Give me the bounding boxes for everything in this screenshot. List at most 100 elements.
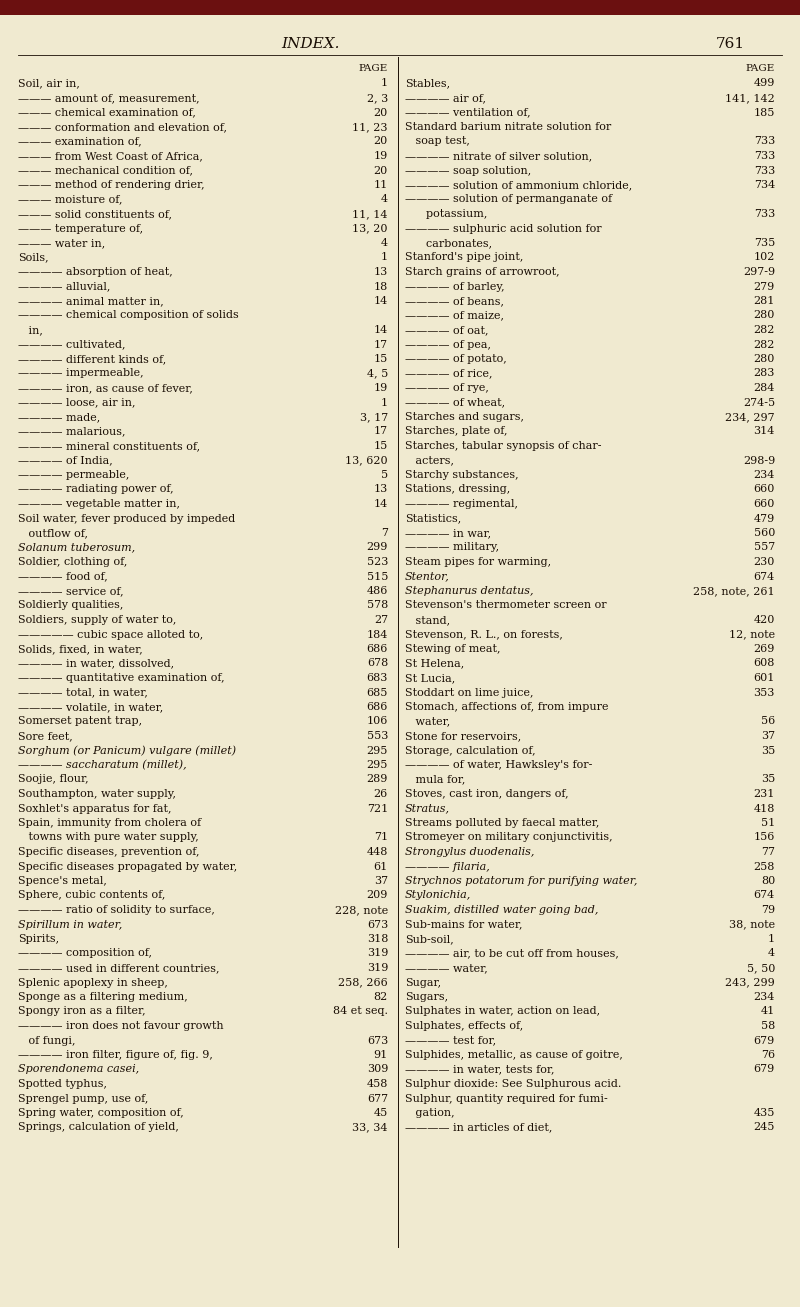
Text: ———— in articles of diet,: ———— in articles of diet, — [405, 1123, 552, 1132]
Text: 318: 318 — [366, 935, 388, 944]
Text: ———— iron, as cause of fever,: ———— iron, as cause of fever, — [18, 383, 193, 393]
Text: ———— saccharatum (millet),: ———— saccharatum (millet), — [18, 759, 186, 770]
Text: 4: 4 — [381, 238, 388, 248]
Text: Stanford's pipe joint,: Stanford's pipe joint, — [405, 252, 523, 263]
Text: 14: 14 — [374, 325, 388, 335]
Text: ———— chemical composition of solids: ———— chemical composition of solids — [18, 311, 238, 320]
Text: 435: 435 — [754, 1108, 775, 1117]
Text: Sulphur dioxide: See Sulphurous acid.: Sulphur dioxide: See Sulphurous acid. — [405, 1080, 622, 1089]
Text: ——— mechanical condition of,: ——— mechanical condition of, — [18, 166, 193, 175]
Text: 5: 5 — [381, 471, 388, 480]
Text: ———— of oat,: ———— of oat, — [405, 325, 489, 335]
Text: 735: 735 — [754, 238, 775, 248]
Text: ———— mineral constituents of,: ———— mineral constituents of, — [18, 440, 200, 451]
Text: ———— quantitative examination of,: ———— quantitative examination of, — [18, 673, 225, 684]
Text: Sulphates, effects of,: Sulphates, effects of, — [405, 1021, 523, 1031]
Text: Stylonichia,: Stylonichia, — [405, 890, 471, 901]
Text: Storage, calculation of,: Storage, calculation of, — [405, 745, 536, 755]
Text: Spring water, composition of,: Spring water, composition of, — [18, 1108, 184, 1117]
Text: Springs, calculation of yield,: Springs, calculation of yield, — [18, 1123, 179, 1132]
Text: of fungi,: of fungi, — [18, 1035, 75, 1046]
Text: 283: 283 — [754, 369, 775, 379]
Text: 2, 3: 2, 3 — [366, 93, 388, 103]
Text: 56: 56 — [761, 716, 775, 727]
Text: ——— moisture of,: ——— moisture of, — [18, 195, 122, 204]
Text: 314: 314 — [754, 426, 775, 437]
Text: Soil water, fever produced by impeded: Soil water, fever produced by impeded — [18, 514, 235, 524]
Text: 228, note: 228, note — [334, 904, 388, 915]
Text: 71: 71 — [374, 833, 388, 843]
Text: 80: 80 — [761, 876, 775, 886]
Text: Stevenson, R. L., on forests,: Stevenson, R. L., on forests, — [405, 630, 563, 639]
Text: Stomach, affections of, from impure: Stomach, affections of, from impure — [405, 702, 609, 712]
Text: ———— ratio of solidity to surface,: ———— ratio of solidity to surface, — [18, 904, 215, 915]
Text: 17: 17 — [374, 426, 388, 437]
Text: ———— of pea,: ———— of pea, — [405, 340, 491, 349]
Text: Starches, tabular synopsis of char-: Starches, tabular synopsis of char- — [405, 440, 602, 451]
Text: Stratus,: Stratus, — [405, 804, 450, 813]
Text: ———— nitrate of silver solution,: ———— nitrate of silver solution, — [405, 152, 592, 161]
Text: carbonates,: carbonates, — [405, 238, 492, 248]
Text: Solids, fixed, in water,: Solids, fixed, in water, — [18, 644, 142, 654]
Text: 721: 721 — [366, 804, 388, 813]
Text: ——— from West Coast of Africa,: ——— from West Coast of Africa, — [18, 152, 203, 161]
Text: potassium,: potassium, — [405, 209, 487, 220]
Text: 560: 560 — [754, 528, 775, 538]
Text: Spain, immunity from cholera of: Spain, immunity from cholera of — [18, 818, 201, 829]
Text: 12, note: 12, note — [729, 630, 775, 639]
Text: ——— chemical examination of,: ——— chemical examination of, — [18, 107, 196, 118]
Text: ———— air of,: ———— air of, — [405, 93, 486, 103]
Text: Splenic apoplexy in sheep,: Splenic apoplexy in sheep, — [18, 978, 168, 988]
Text: Sporendonema casei,: Sporendonema casei, — [18, 1064, 139, 1074]
Text: PAGE: PAGE — [358, 64, 388, 73]
Text: 51: 51 — [761, 818, 775, 829]
Text: 4: 4 — [381, 195, 388, 204]
Text: Southampton, water supply,: Southampton, water supply, — [18, 789, 176, 799]
Text: ———— water,: ———— water, — [405, 963, 488, 972]
Text: ———— impermeable,: ———— impermeable, — [18, 369, 144, 379]
Text: ———— loose, air in,: ———— loose, air in, — [18, 397, 135, 408]
Text: 14: 14 — [374, 295, 388, 306]
Text: ———— absorption of heat,: ———— absorption of heat, — [18, 267, 173, 277]
Text: ———— sulphuric acid solution for: ———— sulphuric acid solution for — [405, 223, 602, 234]
Text: 15: 15 — [374, 354, 388, 365]
Text: 1: 1 — [381, 252, 388, 263]
Text: 41: 41 — [761, 1006, 775, 1017]
Text: 258, 266: 258, 266 — [338, 978, 388, 988]
Text: 274-5: 274-5 — [743, 397, 775, 408]
Text: 258: 258 — [754, 861, 775, 872]
Text: Stewing of meat,: Stewing of meat, — [405, 644, 501, 654]
Text: 19: 19 — [374, 383, 388, 393]
Text: 683: 683 — [366, 673, 388, 684]
Text: Solanum tuberosum,: Solanum tuberosum, — [18, 542, 135, 553]
Text: 280: 280 — [754, 354, 775, 365]
Text: Somerset patent trap,: Somerset patent trap, — [18, 716, 142, 727]
Text: Sulphates in water, action on lead,: Sulphates in water, action on lead, — [405, 1006, 600, 1017]
Text: 280: 280 — [754, 311, 775, 320]
Text: Soldiers, supply of water to,: Soldiers, supply of water to, — [18, 616, 176, 625]
Text: 230: 230 — [754, 557, 775, 567]
Text: Sugar,: Sugar, — [405, 978, 441, 988]
Text: 258, note, 261: 258, note, 261 — [694, 586, 775, 596]
Text: Stables,: Stables, — [405, 78, 450, 89]
Text: 76: 76 — [761, 1050, 775, 1060]
Text: Streams polluted by faecal matter,: Streams polluted by faecal matter, — [405, 818, 599, 829]
Text: ———— in war,: ———— in war, — [405, 528, 491, 538]
Text: 1: 1 — [381, 397, 388, 408]
Text: 11, 23: 11, 23 — [353, 122, 388, 132]
Text: 685: 685 — [366, 687, 388, 698]
Text: Sphere, cubic contents of,: Sphere, cubic contents of, — [18, 890, 166, 901]
Text: 141, 142: 141, 142 — [726, 93, 775, 103]
Text: 279: 279 — [754, 281, 775, 291]
Text: 11: 11 — [374, 180, 388, 190]
Text: Starches, plate of,: Starches, plate of, — [405, 426, 507, 437]
Text: ———— made,: ———— made, — [18, 412, 100, 422]
Text: Sulphur, quantity required for fumi-: Sulphur, quantity required for fumi- — [405, 1094, 608, 1103]
Text: ———— of rice,: ———— of rice, — [405, 369, 493, 379]
Text: Spirits,: Spirits, — [18, 935, 59, 944]
Text: 209: 209 — [366, 890, 388, 901]
Text: 37: 37 — [374, 876, 388, 886]
Text: 26: 26 — [374, 789, 388, 799]
Text: 686: 686 — [366, 644, 388, 654]
Text: 299: 299 — [366, 542, 388, 553]
